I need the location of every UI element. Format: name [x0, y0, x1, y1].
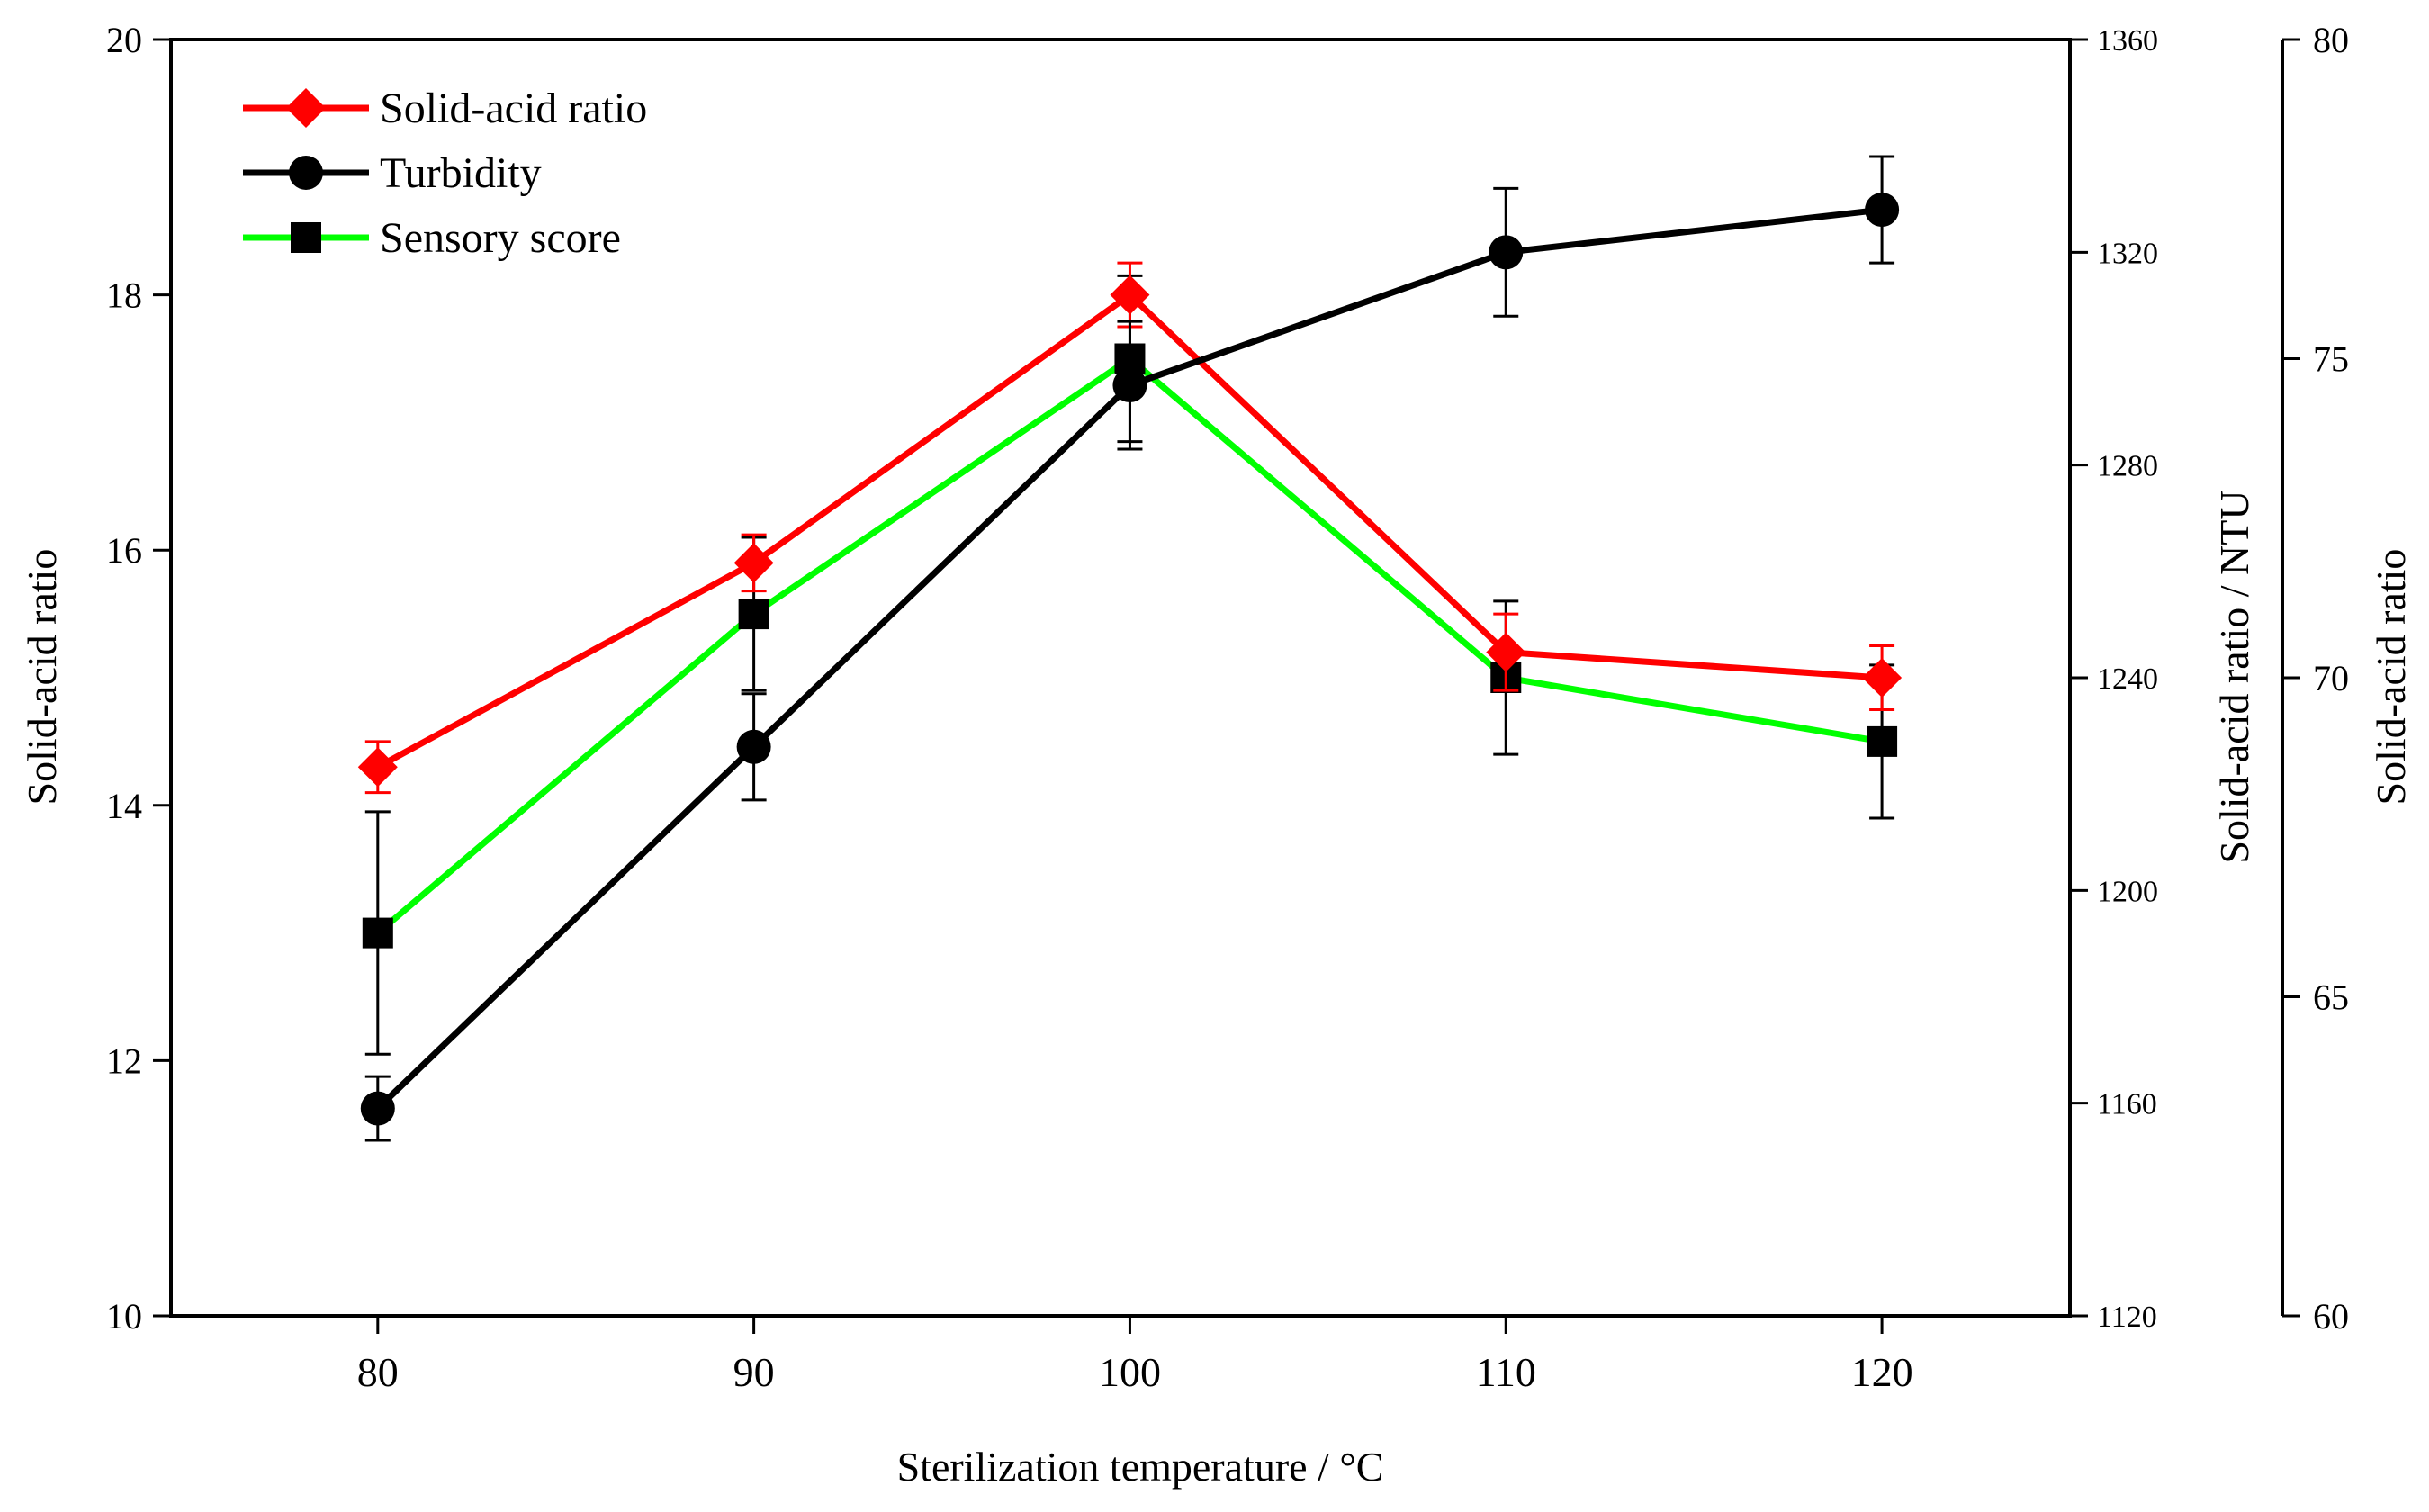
right2-tick-label: 75	[2313, 339, 2349, 380]
right2-axis-title: Solid-acid ratio	[2368, 549, 2414, 806]
right1-tick-label: 1160	[2097, 1088, 2157, 1121]
legend-swatch-marker	[286, 88, 326, 128]
series-turbidity	[360, 155, 1900, 1142]
data-point	[1489, 235, 1524, 270]
right1-tick-label: 1240	[2097, 662, 2158, 696]
data-point	[1110, 274, 1150, 315]
right1-tick-label: 1200	[2097, 875, 2158, 908]
left-tick-label: 16	[106, 530, 142, 571]
data-point	[736, 729, 771, 764]
x-tick-label: 120	[1851, 1349, 1913, 1395]
right1-tick-label: 1360	[2097, 24, 2158, 58]
data-point	[1867, 725, 1898, 757]
legend-item: Turbidity	[243, 149, 542, 197]
left-tick-label: 18	[106, 275, 142, 316]
data-point	[1112, 368, 1147, 403]
x-axis-title: Sterilization temperature / °C	[897, 1444, 1384, 1490]
right1-axis-title: Solid-acid ratio / NTU	[2211, 490, 2257, 863]
data-point	[1865, 193, 1900, 228]
data-point	[362, 917, 393, 949]
x-tick-label: 80	[357, 1349, 399, 1395]
data-point	[360, 1091, 395, 1126]
left-tick-label: 20	[106, 20, 142, 60]
legend-swatch-marker	[291, 222, 321, 253]
series-layer	[357, 155, 1903, 1142]
right2-tick-label: 60	[2313, 1296, 2349, 1336]
legend: Solid-acid ratio Turbidity Sensory score	[243, 85, 647, 262]
x-tick-label: 110	[1476, 1349, 1536, 1395]
left-tick-label: 14	[106, 786, 142, 826]
right2-tick-label: 65	[2313, 977, 2349, 1018]
data-point	[738, 598, 769, 630]
right2-tick-label: 80	[2313, 20, 2349, 60]
data-point	[733, 543, 774, 583]
x-tick-label: 100	[1099, 1349, 1161, 1395]
legend-label: Sensory score	[380, 214, 621, 262]
data-point	[1862, 658, 1903, 698]
data-point	[1486, 632, 1526, 672]
left-tick-label: 12	[106, 1040, 142, 1081]
left-tick-label: 10	[106, 1296, 142, 1336]
right1-tick-label: 1120	[2097, 1300, 2157, 1334]
right1-tick-label: 1280	[2097, 450, 2158, 483]
legend-item: Sensory score	[243, 214, 621, 262]
axes-layer: 80 90 100 110 120 10 12 14 16 18 20 1120 1160 1200 124…	[106, 20, 2349, 1395]
right1-tick-label: 1320	[2097, 237, 2158, 270]
right2-tick-label: 70	[2313, 658, 2349, 698]
x-tick-label: 90	[733, 1349, 775, 1395]
legend-label: Solid-acid ratio	[380, 85, 647, 132]
left-axis-title: Solid-acid ratio	[19, 549, 65, 806]
legend-swatch-marker	[289, 156, 323, 190]
data-point	[357, 747, 398, 788]
legend-label: Turbidity	[380, 149, 542, 197]
legend-item: Solid-acid ratio	[243, 85, 647, 132]
series-solid-acid-ratio	[357, 261, 1903, 795]
